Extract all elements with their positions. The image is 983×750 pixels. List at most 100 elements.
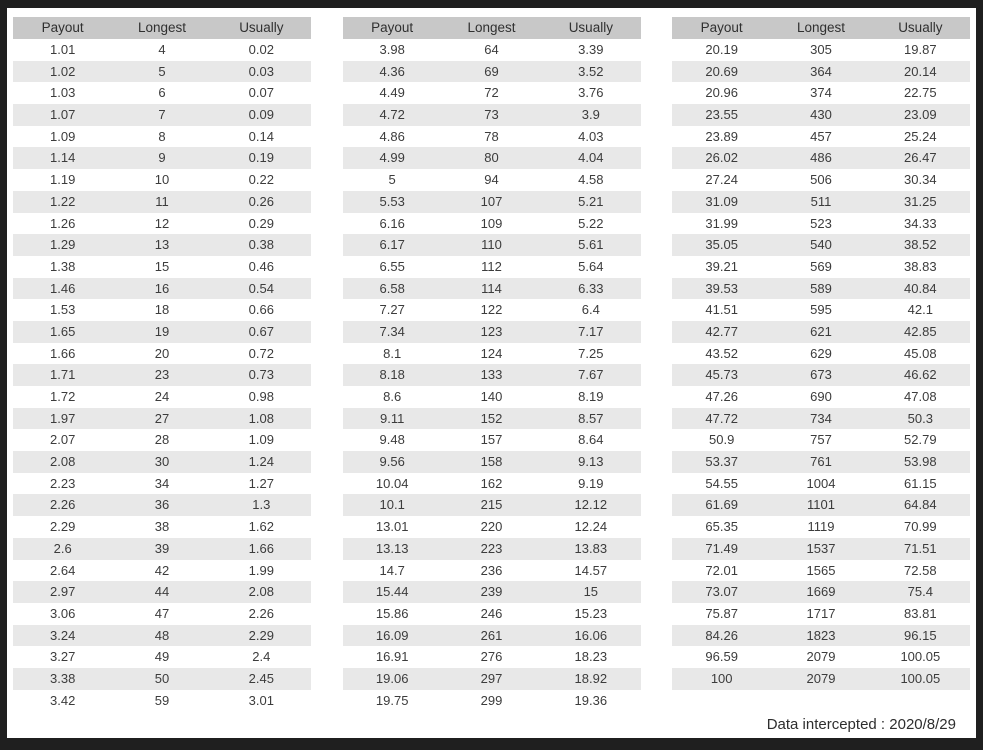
cell: 8.18 (379, 367, 405, 383)
cell: 430 (810, 107, 832, 123)
table-row: 4.86 78 4.03 (343, 126, 641, 148)
cell: 47.72 (705, 410, 738, 426)
cell: 54.55 (705, 475, 738, 491)
cell: 0.14 (248, 128, 274, 144)
cell: 75.4 (907, 584, 933, 600)
table-row: 71.49 1537 71.51 (672, 537, 970, 560)
cell: 1.38 (50, 258, 76, 274)
cell: 540 (810, 237, 832, 253)
data-intercepted-note: Data intercepted : 2020/8/29 (766, 716, 956, 733)
cell: 8.64 (578, 432, 604, 448)
cell: 20.19 (705, 42, 738, 57)
table-row: 61.69 1101 64.84 (672, 494, 970, 517)
table-row: 4.72 73 3.9 (342, 104, 641, 126)
column-header: Longest (467, 20, 516, 35)
cell: 47.08 (904, 389, 937, 404)
table-row: 19.06 297 18.92 (342, 667, 641, 690)
cell: 8.1 (383, 345, 402, 361)
cell: 41.51 (705, 302, 738, 318)
column-header: Payout (41, 20, 84, 35)
cell: 7.25 (578, 345, 604, 361)
payout-table-2: Payout Longest Usually 3.98 64 3.39 4.36 69 3.52… (342, 17, 641, 711)
cell: 246 (480, 605, 503, 621)
cell: 0.54 (248, 280, 274, 296)
table-row: 1.26 12 0.29 (13, 213, 311, 235)
cell: 39 (154, 540, 170, 556)
table-row: 3.38 50 2.45 (13, 667, 311, 690)
cell: 523 (810, 215, 832, 231)
cell: 20.14 (904, 63, 937, 79)
cell: 0.38 (248, 237, 274, 253)
cell: 3.98 (379, 42, 405, 57)
cell: 3.42 (50, 692, 76, 708)
cell: 34.33 (904, 215, 937, 231)
cell: 673 (810, 367, 832, 383)
table-row: 7.34 123 7.17 (342, 320, 641, 343)
table-row: 2.23 34 1.27 (13, 473, 311, 495)
table-row: 50.9 757 52.79 (672, 429, 970, 451)
table-row: 2.07 28 1.09 (13, 429, 311, 451)
cell: 511 (810, 193, 832, 209)
table-row: 2.6 39 1.66 (13, 537, 311, 560)
cell: 11 (155, 193, 169, 209)
table-row: 13.01 220 12.24 (343, 516, 641, 538)
cell: 19.75 (375, 692, 409, 708)
cell: 0.26 (248, 193, 274, 209)
cell: 45.73 (705, 367, 738, 383)
cell: 157 (480, 432, 503, 448)
cell: 122 (480, 302, 503, 318)
cell: 374 (810, 85, 832, 101)
cell: 3.9 (581, 107, 600, 123)
table-row: 31.99 523 34.33 (672, 213, 970, 235)
cell: 1.66 (50, 345, 76, 361)
cell: 36 (154, 497, 170, 513)
cell: 38 (154, 519, 170, 535)
cell: 0.02 (248, 42, 274, 57)
table-row: 20.19 305 19.87 (672, 39, 970, 61)
cell: 1.72 (50, 389, 76, 404)
column-header: Payout (371, 20, 414, 35)
cell: 15.44 (375, 584, 409, 600)
cell: 100.05 (900, 649, 941, 665)
cell: 5.64 (578, 258, 604, 274)
cell: 1.29 (50, 237, 76, 253)
table-row: 65.35 1119 70.99 (672, 516, 970, 538)
cell: 1.3 (252, 497, 271, 513)
cell: 71.51 (904, 540, 937, 556)
cell: 50 (154, 670, 170, 686)
cell: 52.79 (904, 432, 937, 448)
cell: 38.52 (904, 237, 937, 253)
cell: 0.73 (248, 367, 274, 383)
cell: 114 (481, 280, 502, 296)
cell: 1004 (806, 475, 836, 491)
table-row: 39.21 569 38.83 (672, 256, 970, 278)
cell: 0.09 (248, 107, 274, 123)
table-header-row: Payout Longest Usually (342, 17, 641, 39)
cell: 0.66 (248, 302, 274, 318)
table-row: 3.98 64 3.39 (343, 39, 641, 61)
cell: 26.02 (705, 150, 738, 166)
payout-table-1: Payout Longest Usually 1.01 4 0.02 1.02 5 0.03 1.… (13, 17, 311, 711)
cell: 1.09 (248, 432, 274, 448)
cell: 589 (810, 280, 832, 296)
cell: 4.36 (379, 63, 405, 79)
table-row: 45.73 673 46.62 (672, 364, 970, 386)
table-row: 47.26 690 47.08 (672, 386, 970, 408)
cell: 31.25 (904, 193, 937, 209)
table-row: 31.09 511 31.25 (672, 190, 970, 213)
cell: 757 (810, 432, 832, 448)
cell: 8.19 (578, 389, 604, 404)
cell: 23.09 (904, 107, 937, 123)
cell: 276 (480, 649, 503, 665)
cell: 46.62 (904, 367, 937, 383)
cell: 84.26 (705, 627, 738, 643)
cell: 16.06 (574, 627, 608, 643)
cell: 26.47 (904, 150, 937, 166)
cell: 223 (480, 540, 503, 556)
table-row: 3.42 59 3.01 (13, 690, 311, 712)
table-row: 2.26 36 1.3 (13, 494, 311, 517)
table-row: 1.65 19 0.67 (13, 320, 311, 343)
column-header: Usually (898, 20, 943, 35)
cell: 15 (154, 258, 170, 274)
cell: 27 (154, 410, 170, 426)
